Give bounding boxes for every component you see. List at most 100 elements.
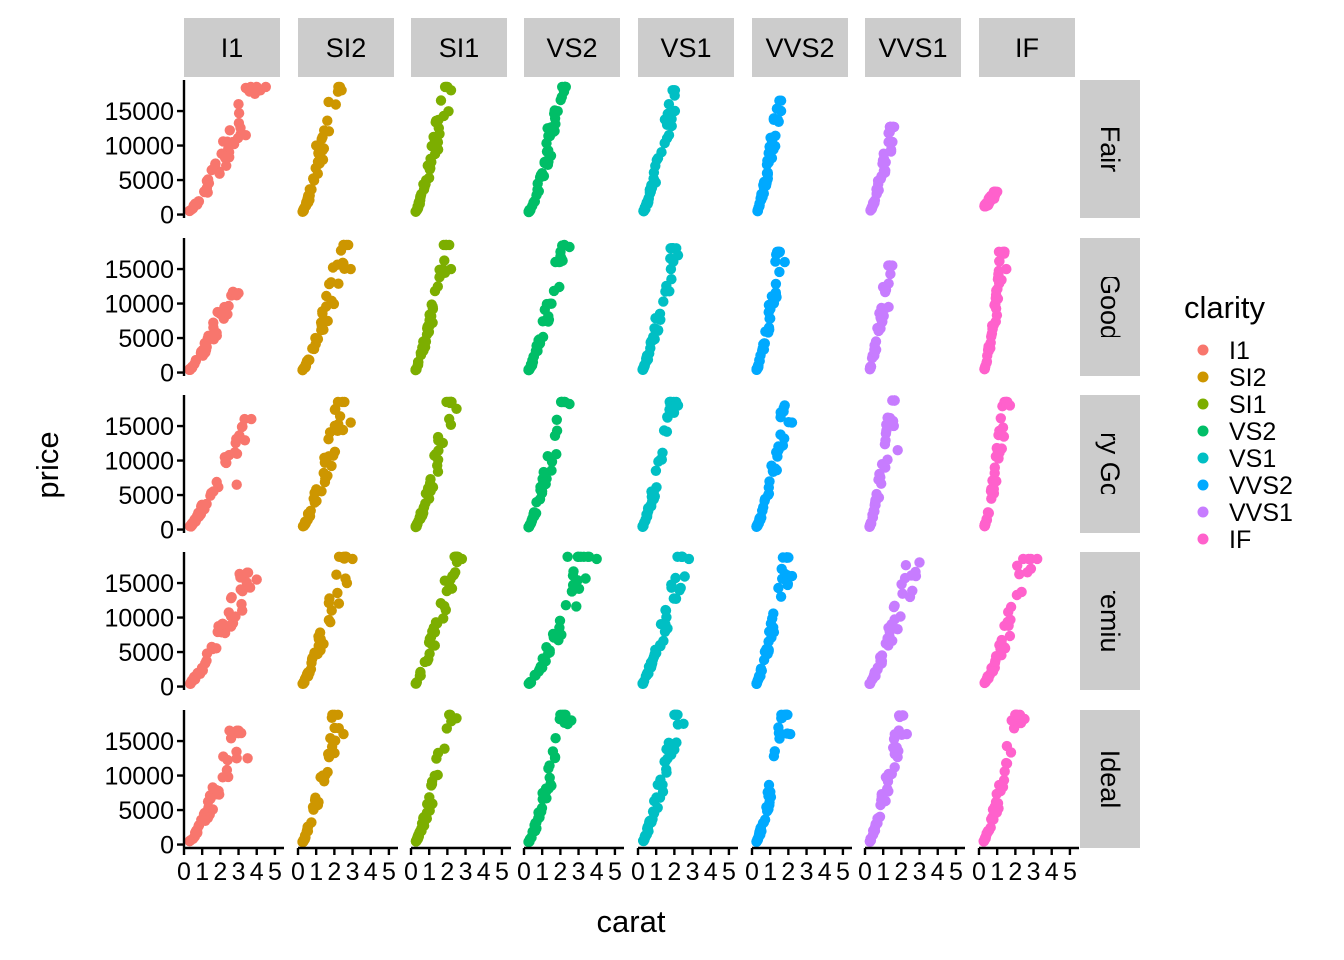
data-point [661,764,672,775]
data-point [413,829,424,841]
data-point [422,656,433,667]
data-point [773,441,784,452]
data-point [880,284,891,296]
data-point [429,148,441,160]
data-point [754,827,765,838]
data-point [664,286,675,297]
data-point [444,239,455,251]
strip-row-label: Very Good [1095,400,1125,528]
strip-row-premium [1080,552,1140,690]
data-point [319,776,330,787]
y-tick-label: 0 [160,832,174,860]
panel-ideal-vs2 [523,709,577,848]
data-point [751,836,762,847]
panel-very-good-si1 [410,396,462,533]
data-point [541,138,552,149]
data-point [249,88,261,100]
data-point [986,493,997,504]
data-point [423,320,434,331]
data-point [430,448,441,460]
x-tick-label: 2 [327,858,341,886]
data-point [309,497,320,508]
data-point [193,511,204,523]
data-point [432,281,443,292]
data-point [438,613,449,624]
y-tick-label: 15000 [104,728,174,756]
data-point [786,570,798,582]
data-point [875,172,887,184]
strip-col-label: IF [1015,33,1039,63]
panel-fair-vvs1 [865,121,900,216]
data-point [299,676,310,688]
x-tick-label: 2 [781,858,795,886]
y-tick-label: 5000 [118,639,174,667]
x-tick-label: 3 [686,858,700,886]
data-point [536,806,547,817]
data-point [456,553,468,565]
x-tick-label: 0 [517,858,531,886]
data-point [990,292,1001,304]
data-point [544,772,555,783]
data-point [663,99,675,110]
x-tick-label: 4 [590,858,604,886]
panel-premium-vvs2 [751,552,798,689]
data-point [769,746,780,757]
data-point [302,822,313,833]
strip-row-label: Premium [1095,567,1125,675]
data-point [650,465,662,476]
data-point [233,108,245,119]
strip-row-fair [1080,80,1140,218]
data-point [883,301,894,313]
data-point [554,281,565,293]
data-point [332,587,343,599]
data-point [445,263,457,275]
data-point [549,751,561,763]
y-tick-label: 0 [160,674,174,702]
strip-col-vs1 [638,18,734,77]
data-point [763,322,775,333]
data-point [1010,709,1021,720]
data-point [758,502,769,513]
data-point [564,398,575,410]
data-point [218,751,229,762]
data-point [653,325,664,336]
panel-fair-vs2 [523,81,571,218]
data-point [669,105,681,117]
data-point [763,636,774,647]
data-point [865,835,876,847]
data-point [666,579,677,590]
data-point [994,256,1005,267]
axes: 0500010000150000500010000150000500010000… [104,80,1079,886]
panel-good-vvs1 [864,260,898,375]
legend-key-vs1 [1197,452,1209,464]
data-point [211,643,222,654]
data-point [439,255,450,266]
data-point [427,639,438,651]
data-point [762,648,773,660]
data-point [184,205,195,216]
data-point [420,488,432,499]
data-point [323,748,334,760]
x-tick-label: 3 [572,858,586,886]
data-point [434,264,445,275]
data-point [892,445,903,456]
panel-good-i1 [184,286,244,375]
data-point [1022,567,1033,578]
x-tick-label: 4 [1045,858,1059,886]
data-point [326,605,337,616]
data-point [555,709,566,720]
x-tick-label: 5 [836,858,850,886]
legend-key-si1 [1197,398,1209,410]
data-point [983,341,994,352]
data-point [641,350,653,361]
y-tick-label: 5000 [118,797,174,825]
legend-label: SI1 [1229,391,1267,419]
data-point [211,784,222,796]
data-point [659,137,670,149]
data-point [763,489,774,501]
data-point [322,115,333,126]
x-tick-label: 1 [309,858,323,886]
data-point [1008,723,1020,734]
data-point [546,780,557,791]
y-tick-label: 10000 [104,605,174,633]
